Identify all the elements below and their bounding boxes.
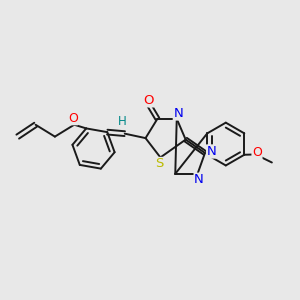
Text: O: O <box>252 146 262 160</box>
Text: N: N <box>173 107 183 120</box>
Text: N: N <box>194 173 204 186</box>
Text: S: S <box>155 158 163 170</box>
Text: H: H <box>117 115 126 128</box>
Text: O: O <box>143 94 154 107</box>
Text: N: N <box>207 145 216 158</box>
Text: O: O <box>68 112 78 125</box>
